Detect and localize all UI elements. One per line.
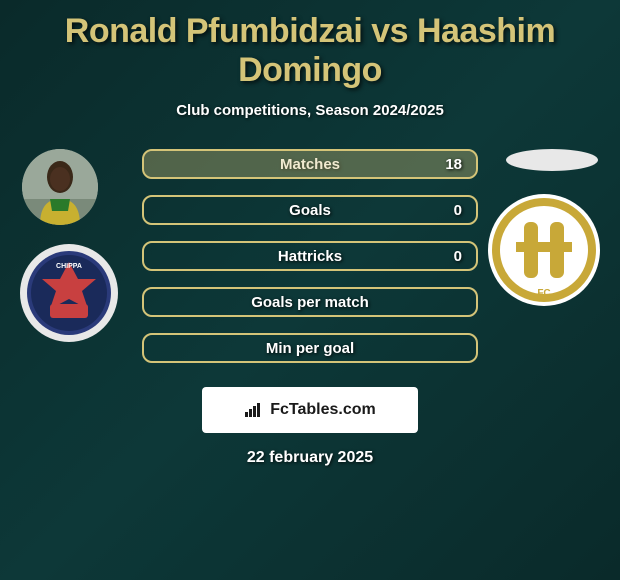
stat-row-goals: Goals 0 (142, 195, 478, 225)
stat-row-goals-per-match: Goals per match (142, 287, 478, 317)
stat-row-hattricks: Hattricks 0 (142, 241, 478, 271)
comparison-area: CHIPPA FC Matches 18 Goals 0 Hattricks 0… (0, 149, 620, 379)
stat-value-right: 0 (454, 248, 462, 265)
stat-label: Min per goal (266, 340, 354, 357)
stat-label: Goals per match (251, 294, 369, 311)
chart-icon (244, 402, 264, 418)
club-left-badge: CHIPPA (20, 244, 118, 342)
svg-text:CHIPPA: CHIPPA (56, 263, 82, 270)
stat-label: Goals (289, 202, 331, 219)
stat-fill-right (144, 151, 476, 177)
stat-row-min-per-goal: Min per goal (142, 333, 478, 363)
club-right-badge: FC (488, 194, 600, 306)
stat-value-right: 0 (454, 202, 462, 219)
stat-row-matches: Matches 18 (142, 149, 478, 179)
season-subtitle: Club competitions, Season 2024/2025 (0, 102, 620, 119)
watermark-text: FcTables.com (270, 401, 376, 419)
player-right-avatar (506, 149, 598, 171)
player-left-avatar (22, 149, 98, 225)
stat-label: Hattricks (278, 248, 342, 265)
watermark-badge: FcTables.com (202, 387, 418, 433)
svg-text:FC: FC (537, 288, 550, 299)
comparison-date: 22 february 2025 (0, 449, 620, 467)
stat-rows-container: Matches 18 Goals 0 Hattricks 0 Goals per… (142, 149, 478, 379)
comparison-title: Ronald Pfumbidzai vs Haashim Domingo (0, 0, 620, 90)
stat-value-right: 18 (445, 156, 462, 173)
